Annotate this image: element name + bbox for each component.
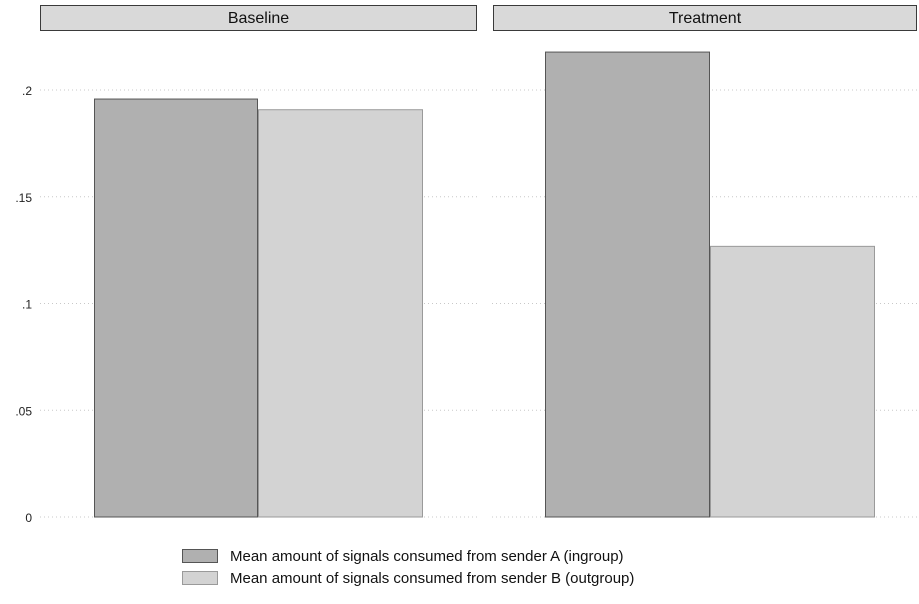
panel-title: Treatment	[669, 10, 742, 27]
y-tick-label: .2	[22, 84, 32, 98]
bar	[710, 245, 875, 518]
y-tick-label: .15	[15, 191, 32, 205]
panel-strip	[40, 5, 477, 31]
legend-label: Mean amount of signals consumed from sen…	[230, 570, 634, 587]
legend-label: Mean amount of signals consumed from sen…	[230, 548, 624, 565]
panel-title: Baseline	[228, 10, 289, 27]
bar	[545, 51, 710, 518]
legend-swatch	[182, 549, 218, 563]
bar	[94, 98, 258, 518]
y-tick-label: .1	[22, 298, 32, 312]
y-tick-label: 0	[25, 511, 32, 525]
bar	[258, 109, 423, 518]
panel-strip	[493, 5, 917, 31]
y-tick-label: .05	[15, 404, 32, 418]
legend-swatch	[182, 571, 218, 585]
